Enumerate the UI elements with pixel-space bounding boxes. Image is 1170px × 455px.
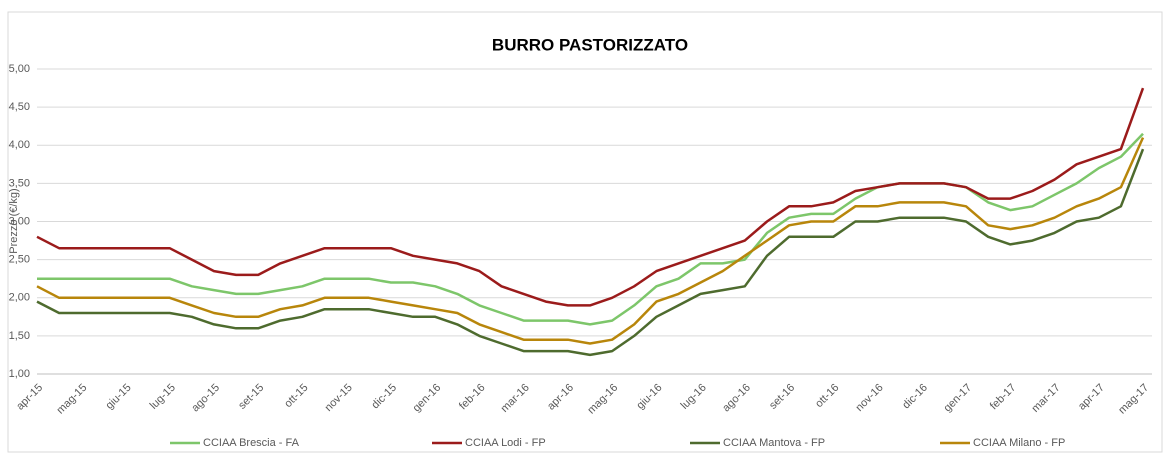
y-axis-label: Prezzo (€/kg) [8, 188, 20, 253]
chart-title: BURRO PASTORIZZATO [492, 35, 688, 54]
y-tick-label: 4,50 [9, 101, 30, 113]
legend-label: CCIAA Lodi - FP [465, 437, 546, 449]
y-tick-label: 1,00 [9, 368, 30, 380]
y-tick-label: 2,00 [9, 292, 30, 304]
y-tick-label: 4,00 [9, 139, 30, 151]
y-tick-label: 3,50 [9, 177, 30, 189]
y-tick-label: 2,50 [9, 254, 30, 266]
series-line [36, 137, 1145, 345]
legend-label: CCIAA Milano - FP [973, 437, 1065, 449]
legend-label: CCIAA Brescia - FA [203, 437, 300, 449]
chart-frame [7, 11, 1163, 453]
series-line [36, 87, 1145, 307]
legend-label: CCIAA Mantova - FP [723, 437, 825, 449]
series-line [36, 148, 1145, 357]
y-tick-label: 1,50 [9, 330, 30, 342]
y-tick-label: 3,00 [9, 215, 30, 227]
y-tick-label: 5,00 [9, 63, 30, 75]
